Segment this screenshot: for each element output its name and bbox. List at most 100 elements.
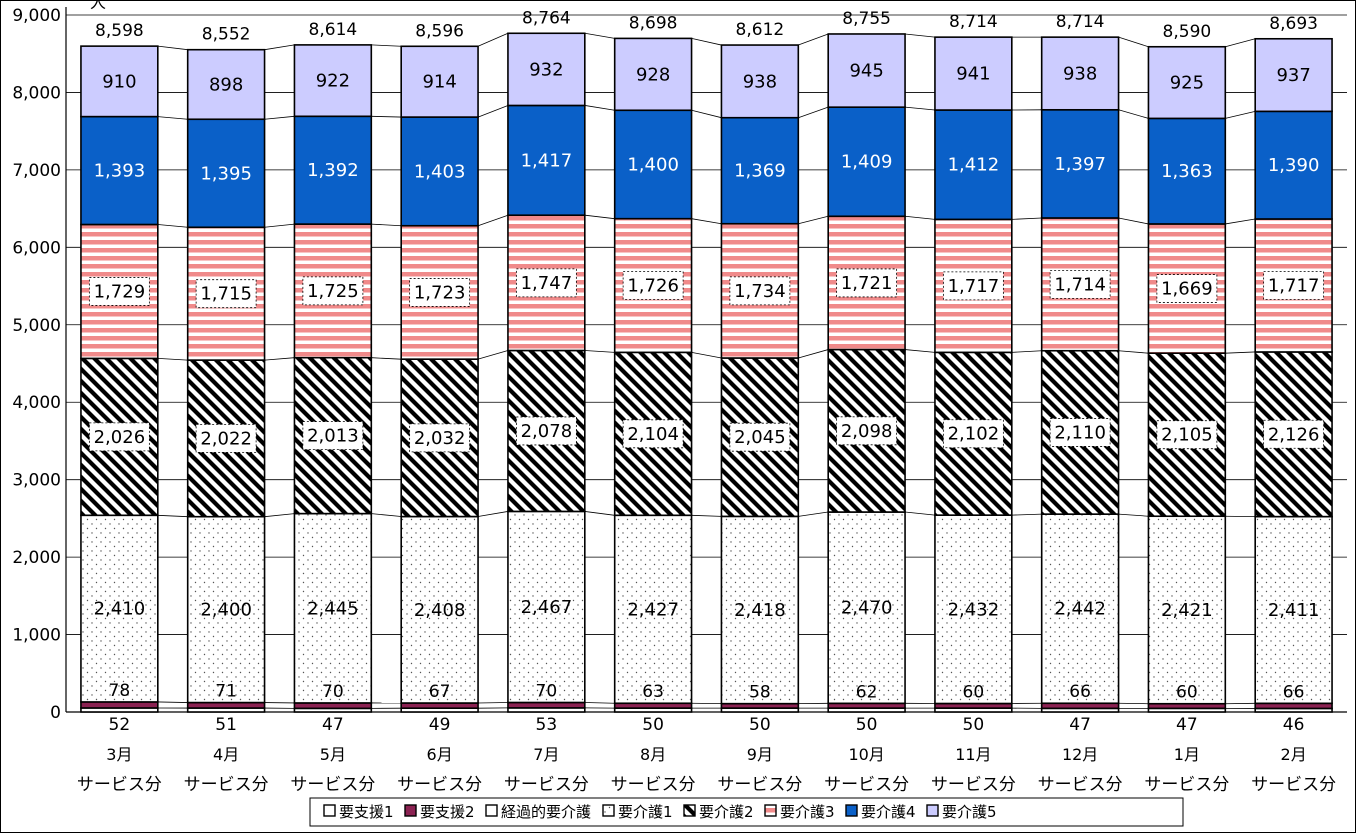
x-tick-month: 3月 [106,745,132,764]
legend-label: 要介護4 [861,803,916,821]
bars [81,33,1332,712]
series-line [1119,351,1149,353]
data-label: 47 [1069,715,1091,735]
series-line [798,107,828,118]
data-label: 2,105 [1161,425,1213,446]
x-tick-suffix: サービス分 [717,775,802,795]
series-line [1012,351,1042,353]
series-line [1012,218,1042,219]
series-line [585,33,615,38]
data-label: 2,098 [841,421,893,442]
x-tick-suffix: サービス分 [290,775,375,795]
y-tick-label: 4,000 [12,393,61,413]
series-line [798,216,828,223]
data-label: 62 [856,682,878,702]
data-label: 2,045 [734,427,786,448]
total-label: 8,755 [842,9,891,29]
data-label: 2,432 [948,599,1000,620]
y-tick-label: 2,000 [12,548,61,568]
series-line [585,511,615,515]
total-label: 8,714 [949,12,998,32]
data-label: 1,397 [1054,154,1106,175]
data-label: 47 [322,715,344,735]
legend-swatch [405,805,416,816]
data-label: 1,369 [734,161,786,182]
legend-label: 要介護5 [942,803,997,821]
x-tick-month: 12月 [1062,745,1098,764]
series-line [1119,218,1149,224]
bar-segment [294,703,371,708]
series-line [1119,514,1149,516]
series-line [478,350,508,359]
data-label: 2,104 [627,424,679,445]
legend-label: 経過的要介護 [501,803,591,821]
legend-swatch [603,805,614,816]
data-label: 910 [102,71,136,92]
data-label: 2,408 [414,600,466,621]
data-label: 1,363 [1161,161,1213,182]
data-label: 50 [642,715,664,735]
data-label: 2,110 [1054,422,1106,443]
series-line [905,216,935,219]
x-tick-suffix: サービス分 [184,775,269,795]
series-line [1225,39,1255,47]
data-label: 1,725 [307,281,359,302]
total-label: 8,693 [1269,14,1318,34]
series-line [1225,219,1255,224]
series-line [371,116,401,117]
data-label: 2,470 [841,598,893,619]
y-unit-label: 人 [90,0,106,12]
series-line [692,38,722,45]
total-label: 8,764 [522,8,571,28]
total-label: 8,614 [309,20,358,40]
data-label: 2,427 [627,599,679,620]
data-label: 1,392 [307,160,359,181]
series-line [371,514,401,517]
legend-label: 要支援2 [420,803,475,821]
data-label: 66 [1283,682,1305,702]
series-line [905,34,935,37]
data-label: 898 [209,74,243,95]
series-line [158,117,188,120]
data-label: 932 [529,59,563,80]
data-label: 2,442 [1054,599,1106,620]
data-label: 2,418 [734,600,786,621]
data-label: 2,102 [948,424,1000,445]
series-line [1225,111,1255,118]
data-label: 1,403 [414,161,466,182]
data-label: 938 [743,71,777,92]
bar-segment [81,702,158,708]
series-line [1012,514,1042,515]
data-label: 925 [1170,73,1204,94]
series-line [692,219,722,224]
data-label: 914 [422,72,456,93]
data-label: 53 [536,715,558,735]
series-line [478,702,508,703]
x-tick-month: 9月 [747,745,773,764]
data-label: 1,721 [841,273,893,294]
data-label: 937 [1276,65,1310,86]
data-label: 1,417 [521,150,573,171]
y-tick-label: 7,000 [12,161,61,181]
legend-swatch [486,805,497,816]
data-label: 1,717 [948,276,1000,297]
bar-segment [508,702,585,707]
x-tick-suffix: サービス分 [1144,775,1229,795]
x-tick-month: 6月 [427,745,453,764]
data-label: 60 [963,682,985,702]
data-label: 1,393 [94,161,146,182]
x-tick-suffix: サービス分 [611,775,696,795]
legend-label: 要支援1 [339,803,394,821]
total-label: 8,552 [202,25,251,45]
data-label: 78 [109,681,131,701]
series-line [692,110,722,117]
series-line [478,105,508,117]
data-label: 2,445 [307,598,359,619]
series-line [905,350,935,353]
series-line [798,350,828,358]
data-label: 1,723 [414,282,466,303]
legend-label: 要介護1 [618,803,673,821]
data-label: 1,390 [1268,155,1320,176]
series-line [158,224,188,227]
series-line [905,512,935,515]
